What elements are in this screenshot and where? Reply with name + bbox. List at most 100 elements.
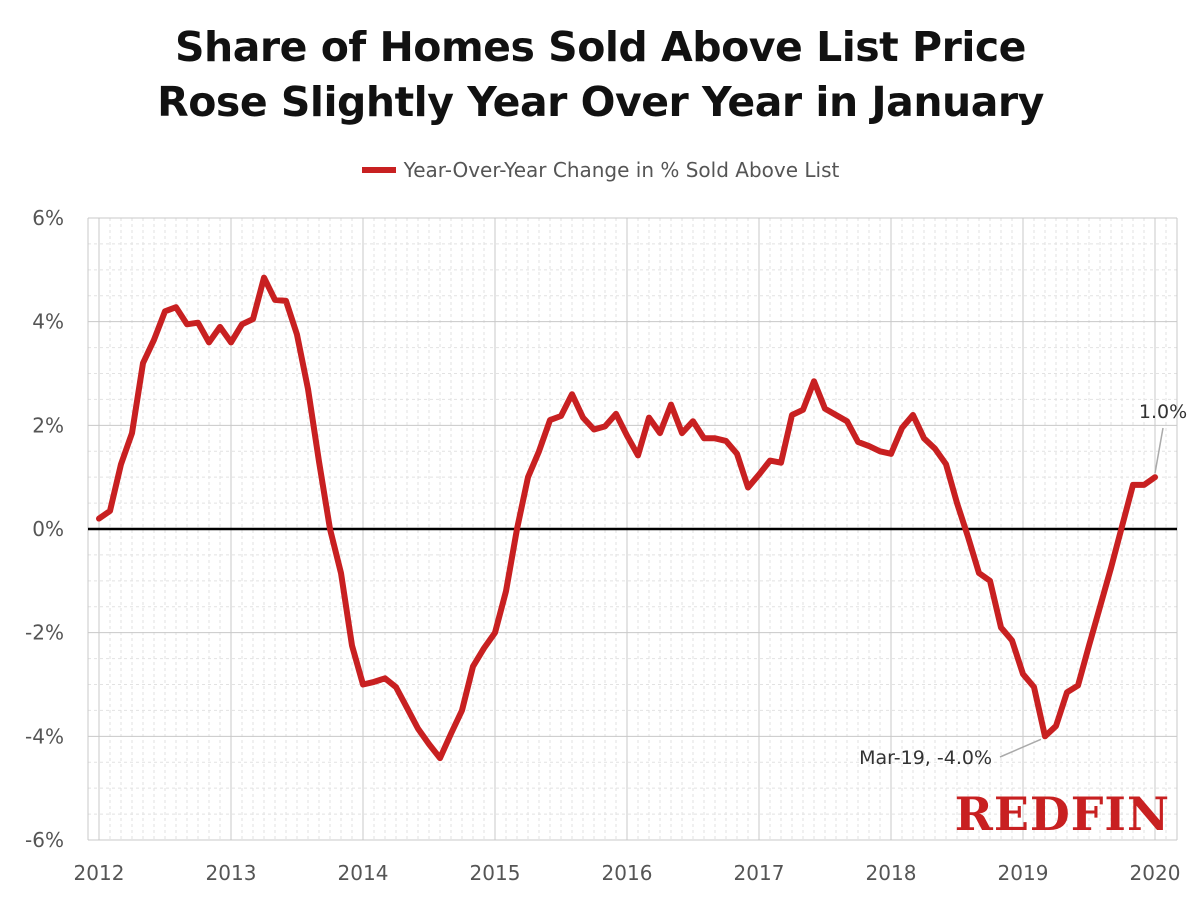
series-point [164, 310, 166, 312]
x-tick-label: 2020 [1130, 861, 1181, 885]
series-point [329, 528, 331, 530]
annotation-leader-min [999, 738, 1042, 758]
series-point [1077, 685, 1079, 686]
legend: Year-Over-Year Change in % Sold Above Li… [0, 158, 1201, 182]
series-point [494, 632, 496, 634]
series-point [142, 362, 144, 364]
series-point [1143, 484, 1145, 486]
series-point [615, 413, 617, 415]
series-point [1055, 725, 1057, 727]
series-point [439, 757, 441, 759]
series-point [197, 322, 199, 324]
series-point [692, 420, 694, 422]
redfin-logo: REDFIN [955, 787, 1170, 841]
series-point [131, 432, 133, 434]
series-point [1110, 567, 1112, 569]
y-tick-label: 0% [32, 517, 64, 541]
series-point [1044, 735, 1046, 737]
series-point [890, 453, 892, 455]
x-tick-label: 2018 [866, 861, 917, 885]
series-point [538, 450, 540, 452]
series-point [362, 684, 364, 685]
series-point [747, 487, 749, 488]
series-point [934, 448, 936, 450]
series-point [1033, 686, 1035, 688]
series-point [725, 440, 727, 442]
series-point [670, 404, 672, 406]
y-tick-label: 2% [32, 413, 64, 437]
series-point [626, 435, 628, 437]
series-point [681, 432, 683, 434]
series-point [857, 441, 859, 443]
series-point [285, 300, 287, 302]
y-tick-label: 4% [32, 310, 64, 334]
series-point [802, 409, 804, 411]
series-point [373, 681, 375, 683]
chart-title-line-1: Share of Homes Sold Above List Price [175, 23, 1026, 71]
series-point [340, 572, 342, 574]
series-point [758, 474, 760, 476]
series-point [703, 437, 705, 439]
series-point [1000, 627, 1002, 628]
series-point [945, 463, 947, 465]
series-point [406, 707, 408, 709]
series-point [241, 323, 243, 325]
y-axis-ticks: 6% 4% 2% 0% -2% -4% -6% [25, 206, 64, 852]
x-tick-label: 2014 [338, 861, 389, 885]
series-point [813, 380, 815, 382]
series-point [912, 414, 914, 416]
annotation-latest-value: 1.0% [1139, 401, 1187, 423]
series-point [175, 306, 177, 308]
series-point [901, 427, 903, 429]
x-tick-label: 2017 [734, 861, 785, 885]
x-tick-label: 2013 [206, 861, 257, 885]
series-point [153, 339, 155, 341]
series-point [978, 572, 980, 574]
series-point [428, 743, 430, 745]
x-tick-label: 2012 [74, 861, 125, 885]
series-point [516, 528, 518, 530]
series-point [417, 728, 419, 730]
series-point [461, 709, 463, 711]
series-point [637, 454, 639, 456]
series-point [109, 510, 111, 512]
series-point [659, 432, 661, 434]
y-tick-label: 6% [32, 206, 64, 230]
series-point [989, 580, 991, 582]
legend-swatch [361, 167, 396, 173]
series-point [98, 518, 100, 520]
series-points [98, 277, 1156, 759]
series-point [824, 408, 826, 410]
series-point [835, 414, 837, 416]
series-point [1132, 484, 1134, 486]
series-point [1121, 525, 1123, 527]
series-point [351, 645, 353, 647]
series-point [450, 733, 452, 735]
series-point [582, 417, 584, 419]
legend-label: Year-Over-Year Change in % Sold Above Li… [403, 158, 840, 182]
series-point [274, 299, 276, 301]
series-point [604, 425, 606, 427]
series-point [780, 462, 782, 464]
gridlines [87, 217, 1178, 841]
annotation-min-value: Mar-19, -4.0% [859, 747, 992, 769]
series-point [967, 536, 969, 538]
series-point [527, 476, 529, 478]
series-point [472, 665, 474, 667]
series-point [252, 318, 254, 320]
series-point [296, 334, 298, 336]
series-point [1099, 606, 1101, 608]
series-point [1066, 691, 1068, 693]
annotations: 1.0% Mar-19, -4.0% [859, 401, 1187, 769]
series-point [560, 415, 562, 417]
series-point [395, 686, 397, 688]
series-point [1088, 645, 1090, 647]
series-point [593, 429, 595, 430]
series-point [1154, 476, 1156, 478]
series-point [219, 326, 221, 328]
annotation-leader-latest [1154, 427, 1164, 474]
series-point [791, 414, 793, 416]
series-point [230, 341, 232, 343]
series-point [505, 590, 507, 592]
